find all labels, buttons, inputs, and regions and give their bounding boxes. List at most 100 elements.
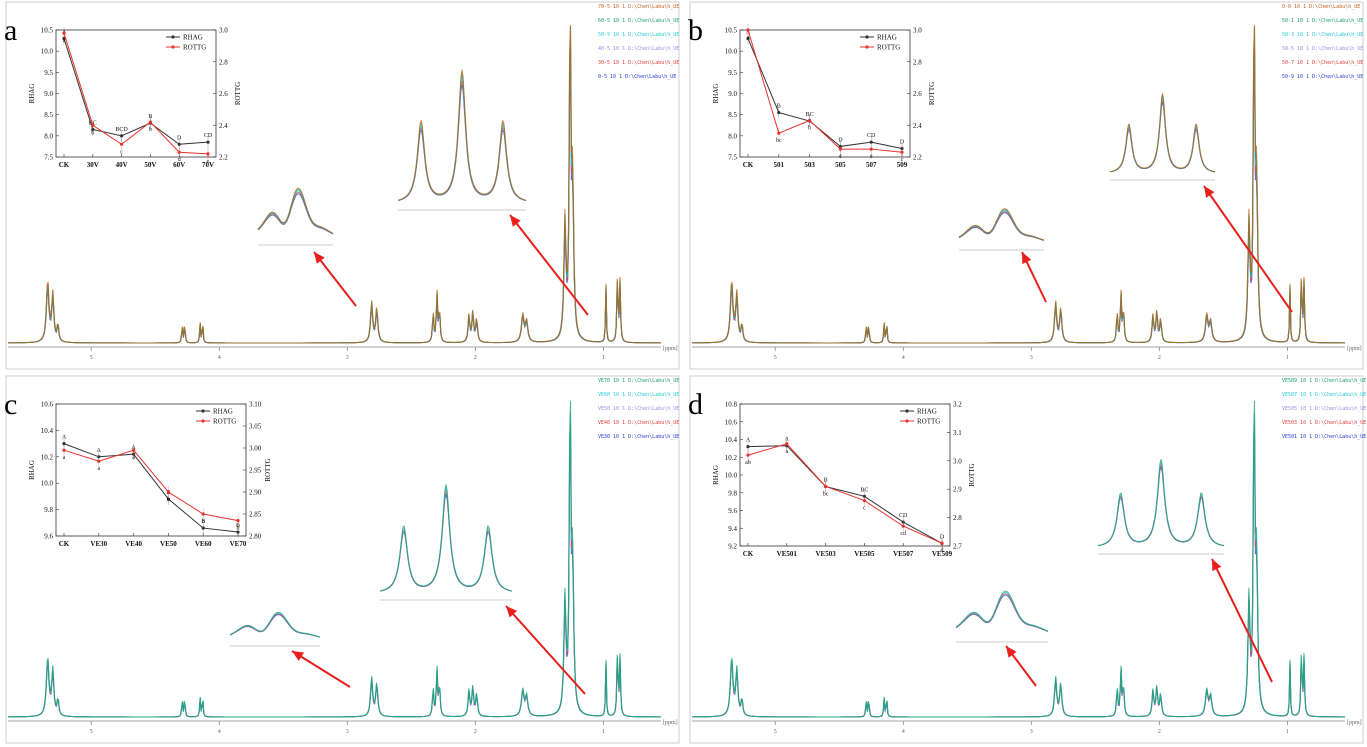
inset-right-tick-label: 3.0 [953, 457, 962, 465]
zoom-inset-left [955, 590, 1049, 687]
zoom-trace [1109, 100, 1216, 173]
inset-right-tick-label: 2.6 [219, 90, 228, 98]
spectrum-legend-entry: VE50 10 1 D:\Chen\Labu\h_UE [598, 406, 680, 412]
inset-left-tick-label: 9.6 [44, 533, 53, 541]
inset-letter-label: CD [204, 133, 213, 139]
spectrum-tick-label: 5 [774, 355, 777, 361]
zoom-trace [397, 80, 527, 201]
inset-chart: 7.5 8.0 8.5 9.0 9.5 10.0 10.5 2.2 2.4 2.6 2.8 3.0 CK… [28, 27, 242, 170]
spectrum-legend-entry: 50-5 10 1 D:\Chen\Labu\h_UE [598, 32, 680, 38]
inset-right-tick-label: 3.1 [953, 429, 962, 437]
inset-x-tick-label: VE70 [230, 540, 247, 548]
zoom-inset-right [1109, 93, 1293, 313]
inset-left-tick-label: 10.0 [725, 48, 738, 56]
inset-left-axis-label: RHAG [712, 84, 720, 104]
spectrum-legend-entry: 0-5 10 1 D:\Chen\Labu\h_UE [598, 74, 677, 80]
inset-right-tick-label: 2.8 [953, 514, 962, 522]
inset-legend-marker [865, 35, 869, 39]
inset-left-tick-label: 9.0 [728, 90, 737, 98]
panel-border [5, 1, 680, 370]
inset-left-axis-label: RHAG [28, 460, 36, 480]
inset-letter-label: e [207, 159, 210, 165]
inset-letter-label: A [785, 437, 790, 443]
inset-letter-label: a [132, 455, 135, 461]
spectrum-legend-entry: VE60 10 1 D:\Chen\Labu\h_UE [598, 392, 680, 398]
spectrum-tick-label: 3 [346, 729, 349, 735]
inset-letter-label: b [167, 497, 170, 503]
zoom-trace [397, 73, 527, 201]
zoom-trace [1109, 102, 1216, 173]
inset-x-tick-label: VE505 [854, 550, 875, 558]
inset-left-axis-label: RHAG [28, 84, 36, 104]
spectrum-tick-label: 2 [1158, 729, 1161, 735]
inset-left-tick-label: 10.2 [725, 454, 738, 462]
zoom-trace [397, 84, 527, 202]
spectrum-legend-entry: VE70 10 1 D:\Chen\Labu\h_UE [598, 378, 680, 384]
panel-c: 5 4 3 2 1 [ppm] 9.6 9.8 10.0 10.2 10.4 10.6 2.80 2.85… [0, 374, 683, 747]
inset-letter-label: cd [900, 531, 906, 537]
inset-left-tick-label: 10.6 [725, 418, 738, 426]
panel-svg: 5 4 3 2 1 [ppm] 7.5 8.0 8.5 9.0 9.5 10.0 10.5 2.2 2.4 2… [689, 1, 1364, 370]
spectrum-legend-entry: 50-3 10 1 D:\Chen\Labu\h_UE [1282, 32, 1364, 38]
zoom-trace [397, 77, 527, 201]
spectrum-trace [7, 24, 661, 344]
inset-legend-marker [201, 419, 205, 423]
inset-x-tick-label: CK [59, 540, 70, 548]
inset-x-tick-label: VE503 [815, 550, 836, 558]
inset-letter-label: D [838, 137, 843, 143]
zoom-trace [379, 493, 513, 592]
spectrum-trace [692, 400, 1345, 718]
inset-x-tick-label: 40V [116, 161, 128, 169]
inset-letter-label: A [746, 438, 751, 444]
inset-letter-label: bc [776, 138, 782, 144]
inset-right-tick-label: 2.90 [249, 489, 262, 497]
inset-right-tick-label: 2.4 [913, 122, 922, 130]
inset-letter-label: bc [823, 491, 829, 497]
panel-border [689, 1, 1364, 370]
inset-letter-label: a [63, 455, 66, 461]
zoom-arrow-head [1204, 186, 1215, 198]
spectrum-unit-label: [ppm] [1347, 346, 1362, 352]
zoom-arrow-head [506, 606, 518, 618]
inset-left-tick-label: 9.8 [728, 489, 737, 497]
inset-letter-label: a [63, 38, 66, 44]
inset-right-tick-label: 3.0 [913, 27, 922, 35]
inset-letter-label: A [131, 445, 136, 451]
spectrum-legend-entry: 50-9 10 1 D:\Chen\Labu\h_UE [1282, 74, 1364, 80]
spectrum-legend-entry: VE507 10 1 D:\Chen\Labu\h_UE [1282, 392, 1367, 398]
spectrum-legend-entry: 30-5 10 1 D:\Chen\Labu\h_UE [598, 60, 680, 66]
spectrum-legend-entry: 50-7 10 1 D:\Chen\Labu\h_UE [1282, 60, 1364, 66]
zoom-arrow [291, 650, 351, 688]
spectrum-tick-label: 2 [474, 355, 477, 361]
inset-x-tick-label: 509 [897, 161, 908, 169]
inset-letter-label: b [237, 526, 240, 532]
inset-legend-marker [201, 409, 205, 413]
inset-left-tick-label: 8.0 [728, 132, 737, 140]
inset-x-tick-label: VE507 [893, 550, 914, 558]
inset-left-tick-label: 9.5 [44, 69, 53, 77]
inset-series-line [63, 33, 209, 155]
zoom-trace [955, 590, 1049, 632]
inset-x-tick-label: 503 [804, 161, 815, 169]
zoom-arrow [1203, 185, 1293, 313]
zoom-trace [1097, 466, 1225, 547]
inset-x-tick-label: 70V [202, 161, 214, 169]
inset-left-tick-label: 10.0 [725, 472, 738, 480]
inset-right-tick-label: 3.05 [249, 423, 262, 431]
spectrum-legend-entry: 0-0 10 1 D:\Chen\Labu\h_UE [1282, 4, 1361, 10]
inset-letter-label: c [863, 506, 866, 512]
inset-right-tick-label: 3.0 [219, 27, 228, 35]
inset-legend-label: RHAG [877, 34, 897, 42]
inset-left-tick-label: 9.4 [728, 525, 737, 533]
inset-right-tick-label: 2.2 [219, 154, 228, 162]
inset-chart: 9.6 9.8 10.0 10.2 10.4 10.6 2.80 2.85 2.90 2.95 3.… [28, 401, 272, 549]
inset-x-tick-label: 505 [835, 161, 846, 169]
panel-svg: 5 4 3 2 1 [ppm] 7.5 8.0 8.5 9.0 9.5 10.0 10.5 2.2 2.4 2… [5, 1, 680, 370]
inset-letter-label: D [177, 135, 182, 141]
inset-letter-label: b [149, 127, 152, 133]
zoom-trace [397, 69, 527, 201]
spectrum-tick-label: 1 [1286, 729, 1289, 735]
zoom-trace [1109, 97, 1216, 173]
inset-left-tick-label: 9.2 [728, 543, 737, 551]
inset-letter-label: A [62, 435, 67, 441]
